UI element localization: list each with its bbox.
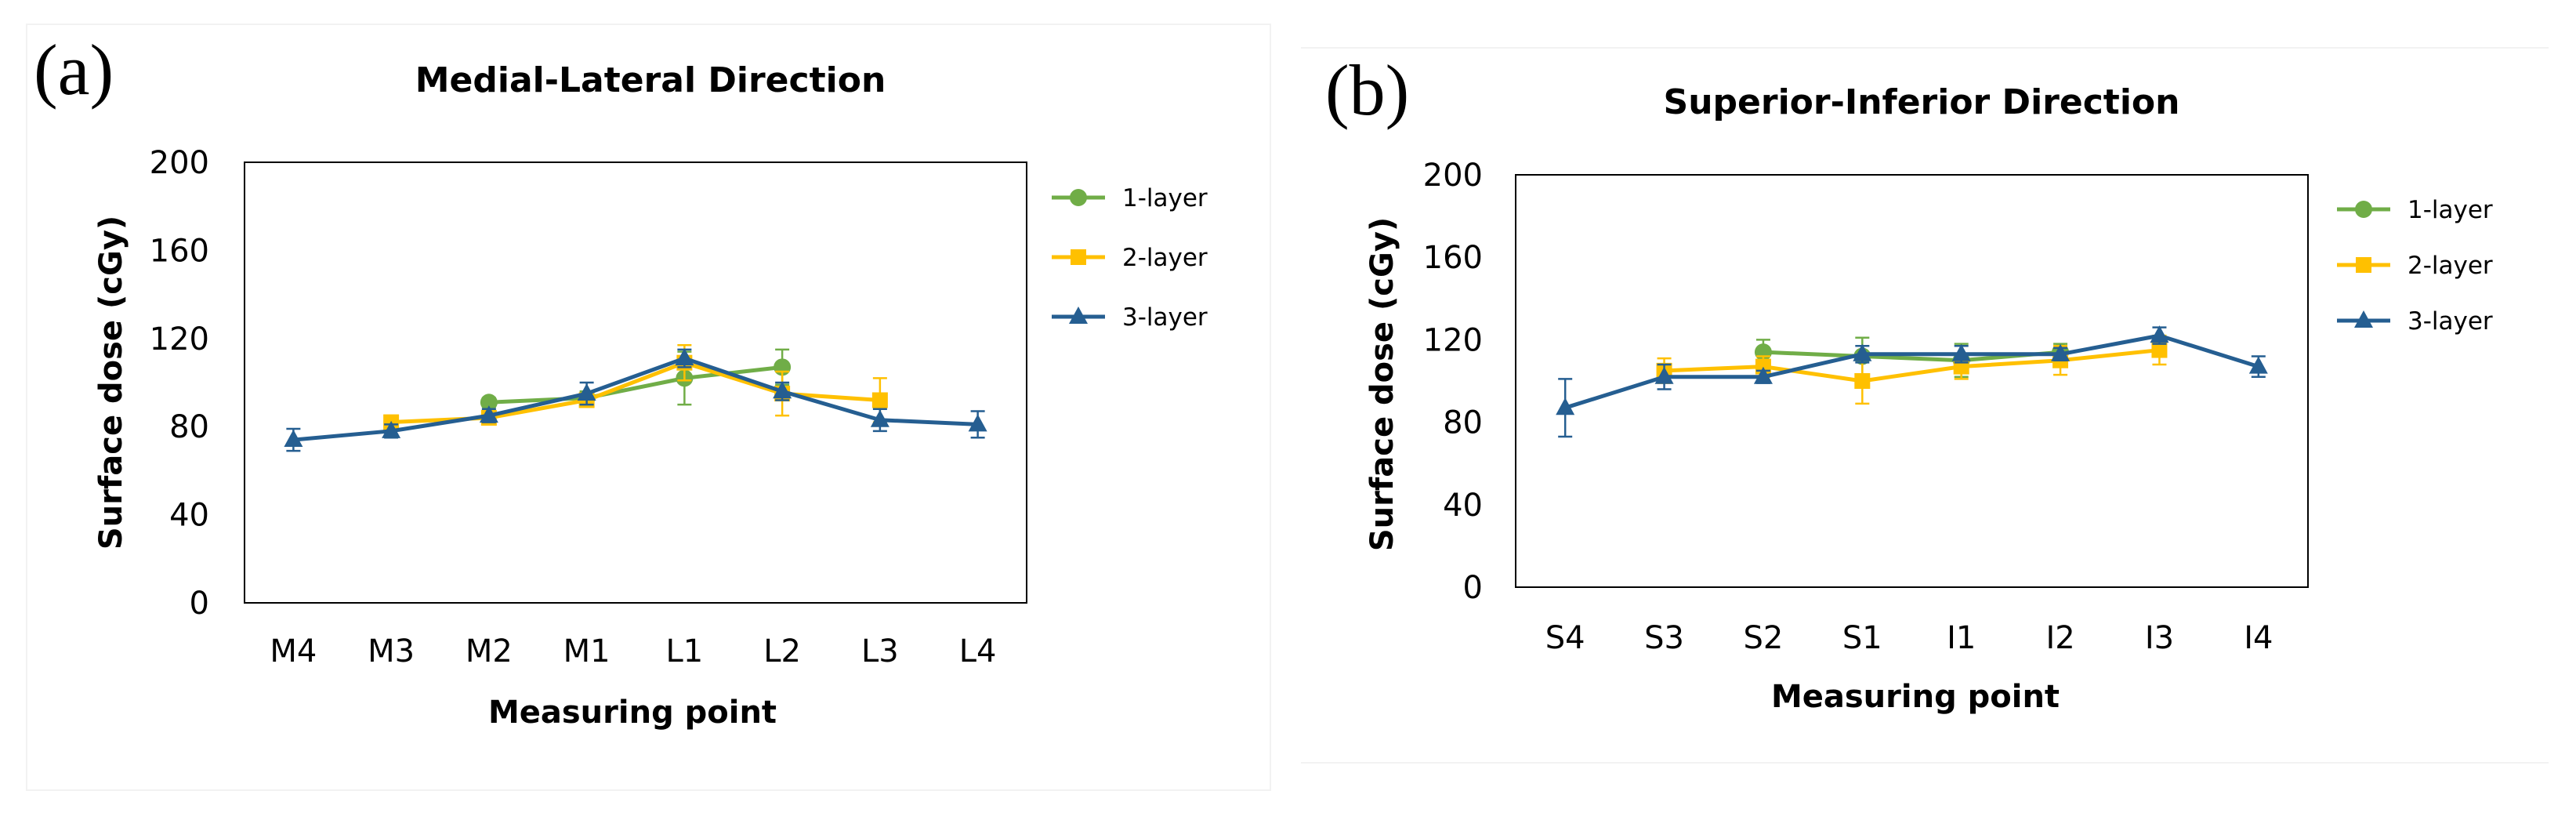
legend-label: 1-layer — [1122, 184, 1208, 212]
series-line — [293, 356, 978, 442]
data-point — [479, 405, 498, 423]
x-tick-label: L4 — [959, 633, 997, 669]
data-point — [1654, 366, 1674, 384]
legend-marker — [1071, 249, 1086, 265]
series-line — [1763, 350, 2061, 363]
series-line — [1564, 333, 2259, 410]
x-tick-label: I4 — [2244, 620, 2273, 656]
x-tick-label: S1 — [1842, 620, 1882, 656]
chart-panel-b: (b) Superior-Inferior Direction 0 40 80 120 1… — [1301, 47, 2549, 764]
data-point — [1854, 373, 1871, 389]
y-tick-label: 200 — [150, 145, 209, 181]
chart-medial-lateral: Medial-Lateral Direction 0 40 80 120 160 200 M4… — [93, 60, 1208, 731]
x-tick-label: L1 — [666, 633, 704, 669]
plot-area — [244, 161, 1027, 604]
x-axis-label: Measuring point — [488, 695, 777, 731]
series-3-layer — [284, 348, 987, 452]
data-point — [968, 414, 987, 432]
y-tick-label: 160 — [1423, 240, 1483, 276]
legend-label: 2-layer — [1122, 244, 1208, 272]
data-point — [870, 409, 889, 427]
y-tick-label: 80 — [169, 409, 209, 445]
y-tick-label: 200 — [1423, 158, 1483, 194]
x-tick-label: M3 — [368, 633, 415, 669]
x-tick-label: I2 — [2045, 620, 2074, 656]
legend-label: 3-layer — [1122, 303, 1208, 332]
data-point — [773, 381, 792, 399]
data-point — [284, 430, 303, 448]
x-axis-label: Measuring point — [1771, 679, 2060, 715]
panel-label: (a) — [34, 30, 114, 110]
series-line — [1664, 348, 2160, 383]
x-tick-label: S3 — [1644, 620, 1684, 656]
x-tick-label: M2 — [466, 633, 513, 669]
data-point — [577, 383, 596, 401]
legend-label: 2-layer — [2408, 252, 2493, 280]
panel-label: (b) — [1325, 50, 1410, 130]
x-tick-label: M4 — [270, 633, 317, 669]
y-tick-label: 0 — [1463, 570, 1483, 606]
y-tick-label: 120 — [150, 321, 209, 357]
data-point — [1753, 366, 1773, 384]
data-point — [675, 348, 694, 366]
legend-marker — [2354, 310, 2373, 328]
chart-title: Medial-Lateral Direction — [415, 60, 886, 100]
legend-marker — [2356, 257, 2371, 273]
series-2-layer — [1656, 334, 2168, 405]
x-tick-label: I3 — [2145, 620, 2174, 656]
y-axis-label: Surface dose (cGy) — [93, 216, 129, 550]
data-point — [1853, 343, 1872, 361]
plot-area — [1515, 174, 2309, 588]
data-point — [2051, 343, 2071, 361]
legend-marker — [1070, 189, 1087, 206]
series-line — [391, 361, 881, 425]
chart-title: Superior-Inferior Direction — [1664, 82, 2180, 122]
legend-label: 3-layer — [2408, 307, 2493, 336]
series-line — [488, 365, 783, 405]
data-point — [871, 392, 888, 408]
legend-marker — [2355, 201, 2372, 218]
y-tick-label: 120 — [1423, 322, 1483, 358]
data-point — [480, 394, 498, 412]
chart-panel-a: (a) Medial-Lateral Direction 0 40 80 120 160 2… — [26, 24, 1271, 791]
x-tick-label: S4 — [1545, 620, 1585, 656]
x-tick-label: I1 — [1947, 620, 1976, 656]
y-tick-label: 160 — [150, 233, 209, 269]
data-point — [2150, 325, 2169, 343]
data-point — [1951, 343, 1971, 361]
chart-superior-inferior: Superior-Inferior Direction 0 40 80 120 160 20… — [1364, 82, 2493, 715]
data-point — [1556, 397, 1575, 415]
y-tick-label: 40 — [1443, 488, 1483, 524]
legend-label: 1-layer — [2408, 196, 2493, 224]
data-point — [2151, 342, 2168, 358]
y-tick-label: 80 — [1443, 405, 1483, 441]
y-tick-label: 40 — [169, 498, 209, 534]
data-point — [2248, 356, 2268, 374]
x-tick-label: L3 — [861, 633, 899, 669]
y-tick-label: 0 — [190, 586, 209, 622]
series-3-layer — [1556, 325, 2268, 438]
x-tick-label: S2 — [1744, 620, 1784, 656]
data-point — [382, 420, 401, 438]
y-axis-label: Surface dose (cGy) — [1364, 217, 1400, 551]
legend-marker — [1069, 307, 1088, 324]
x-tick-label: M1 — [563, 633, 610, 669]
x-tick-label: L2 — [763, 633, 801, 669]
